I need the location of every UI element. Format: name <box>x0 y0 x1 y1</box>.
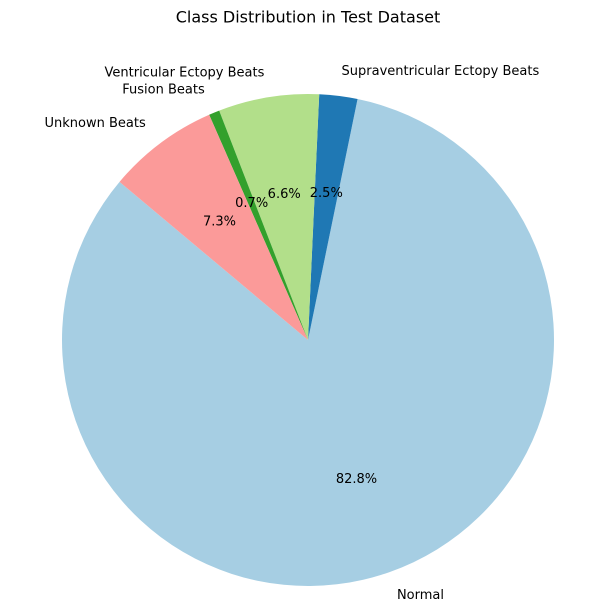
slice-label: Fusion Beats <box>122 82 205 97</box>
pie-slice <box>219 94 320 340</box>
pie-slice <box>308 94 358 340</box>
slice-label: Ventricular Ectopy Beats <box>105 65 265 80</box>
percent-label: 0.7% <box>235 196 268 211</box>
percent-label: 6.6% <box>268 187 301 202</box>
percent-label: 2.5% <box>310 186 343 201</box>
slice-label: Supraventricular Ectopy Beats <box>342 64 540 79</box>
slice-label: Unknown Beats <box>44 116 145 131</box>
pie-slice <box>62 99 555 587</box>
percent-label: 82.8% <box>336 472 377 487</box>
percent-label: 7.3% <box>203 214 236 229</box>
chart-title: Class Distribution in Test Dataset <box>176 8 441 27</box>
pie-slice <box>209 110 308 341</box>
pie-slice <box>119 114 308 341</box>
slice-label: Normal <box>397 588 444 603</box>
